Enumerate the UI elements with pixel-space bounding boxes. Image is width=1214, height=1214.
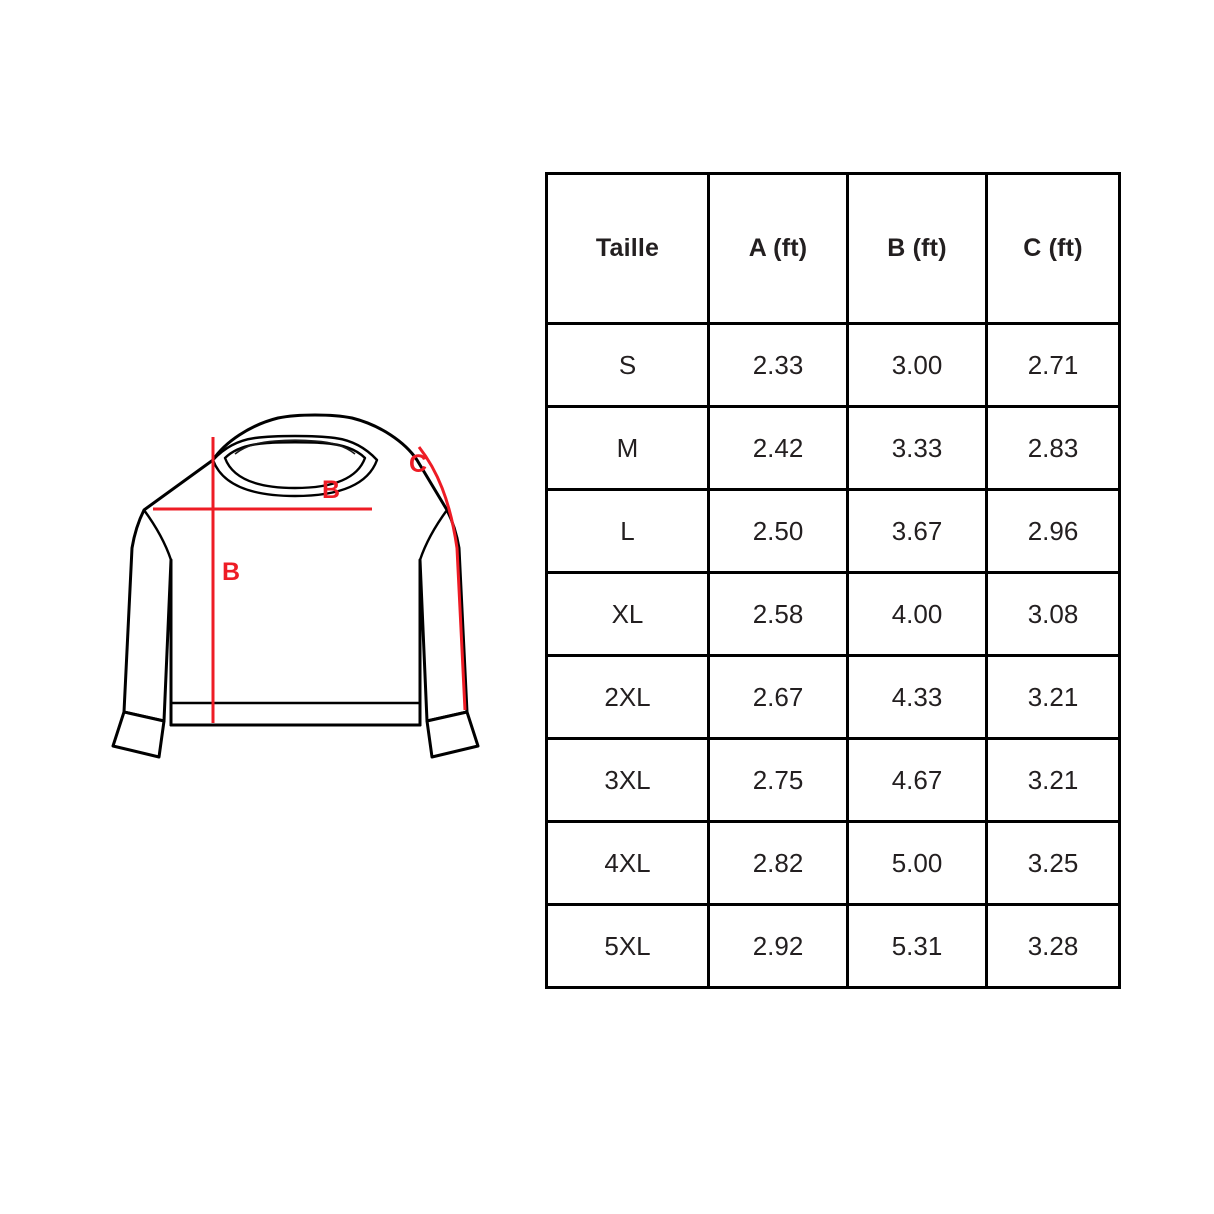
cell-a: 2.42 (707, 405, 849, 491)
cell-c: 2.96 (985, 488, 1121, 574)
left-cuff (111, 710, 166, 759)
table-row: 2XL 2.67 4.33 3.21 (545, 654, 1121, 740)
table-header-row: Taille A (ft) B (ft) C (ft) (545, 172, 1121, 325)
collar-outer (211, 434, 379, 498)
right-sleeve-seam (418, 508, 449, 562)
cell-a: 2.75 (707, 737, 849, 823)
cell-b: 3.33 (846, 405, 988, 491)
cell-a: 2.92 (707, 903, 849, 989)
cell-size: S (545, 322, 710, 408)
measure-label-chest-width: B (322, 476, 340, 504)
measure-label-body-length: B (222, 558, 240, 586)
cell-a: 2.82 (707, 820, 849, 906)
column-header-b: B (ft) (846, 172, 988, 325)
table-row: S 2.33 3.00 2.71 (545, 322, 1121, 408)
cell-b: 3.67 (846, 488, 988, 574)
cell-size: 5XL (545, 903, 710, 989)
cell-b: 5.00 (846, 820, 988, 906)
cell-a: 2.58 (707, 571, 849, 657)
cell-c: 2.83 (985, 405, 1121, 491)
cell-c: 3.21 (985, 654, 1121, 740)
measure-label-c: C (409, 450, 427, 478)
cell-a: 2.33 (707, 322, 849, 408)
cell-size: 2XL (545, 654, 710, 740)
cell-size: M (545, 405, 710, 491)
cell-c: 3.25 (985, 820, 1121, 906)
table-row: M 2.42 3.33 2.83 (545, 405, 1121, 491)
cell-b: 4.33 (846, 654, 988, 740)
cell-c: 3.08 (985, 571, 1121, 657)
cell-b: 3.00 (846, 322, 988, 408)
cell-a: 2.50 (707, 488, 849, 574)
cell-size: L (545, 488, 710, 574)
right-cuff (425, 710, 480, 759)
left-sleeve-seam (142, 508, 173, 562)
cell-b: 5.31 (846, 903, 988, 989)
cell-c: 3.21 (985, 737, 1121, 823)
table-row: 4XL 2.82 5.00 3.25 (545, 820, 1121, 906)
table-row: L 2.50 3.67 2.96 (545, 488, 1121, 574)
cell-b: 4.00 (846, 571, 988, 657)
cell-c: 2.71 (985, 322, 1121, 408)
cell-a: 2.67 (707, 654, 849, 740)
collar-inner (223, 441, 367, 490)
column-header-c: C (ft) (985, 172, 1121, 325)
table-row: 5XL 2.92 5.31 3.28 (545, 903, 1121, 989)
cell-size: 4XL (545, 820, 710, 906)
size-chart-table-container: Taille A (ft) B (ft) C (ft) S 2.33 3.00 … (545, 172, 1121, 989)
measure-line-c (417, 446, 467, 711)
column-header-a: A (ft) (707, 172, 849, 325)
table-row: XL 2.58 4.00 3.08 (545, 571, 1121, 657)
cell-size: 3XL (545, 737, 710, 823)
table-row: 3XL 2.75 4.67 3.21 (545, 737, 1121, 823)
collar-innermost (234, 439, 356, 455)
garment-diagram: C B B (75, 390, 485, 770)
cell-c: 3.28 (985, 903, 1121, 989)
cell-b: 4.67 (846, 737, 988, 823)
cell-size: XL (545, 571, 710, 657)
column-header-taille: Taille (545, 172, 710, 325)
size-chart-table: Taille A (ft) B (ft) C (ft) S 2.33 3.00 … (545, 172, 1121, 989)
